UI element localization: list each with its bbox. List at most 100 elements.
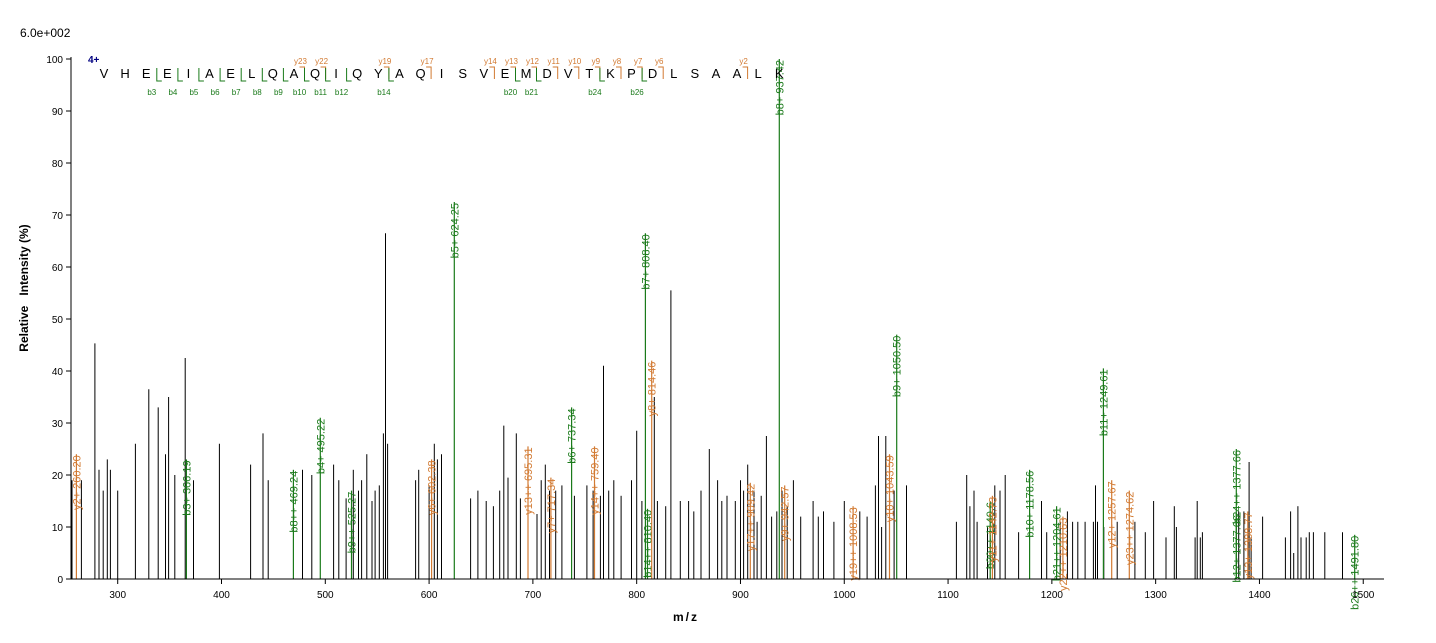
sequence-residue: E bbox=[142, 66, 151, 81]
y-tick-label: 0 bbox=[57, 575, 63, 586]
y-ion-mark bbox=[594, 66, 601, 79]
peak-label: y22++ 1210.63 bbox=[1058, 518, 1070, 591]
y-tick-label: 90 bbox=[52, 107, 64, 118]
peak-label: y19++ 1008.53 bbox=[848, 507, 860, 580]
peak-label: y23++ 1274.62 bbox=[1124, 492, 1136, 565]
peak-label: y17++ 909.42 bbox=[745, 484, 757, 551]
peak-label: b5+ 624.25 bbox=[449, 203, 461, 258]
sequence-residue: S bbox=[690, 66, 699, 81]
peak-label: y6+ 602.38 bbox=[427, 460, 439, 515]
sequence-residue: A bbox=[290, 66, 299, 81]
y-ion-label: y10 bbox=[568, 57, 581, 66]
y-tick-label: 70 bbox=[52, 211, 64, 222]
x-tick-label: 1100 bbox=[937, 590, 959, 601]
x-tick-label: 600 bbox=[421, 590, 438, 601]
x-tick-label: 1400 bbox=[1248, 590, 1271, 601]
b-ion-mark bbox=[304, 68, 310, 82]
b-ion-mark bbox=[240, 68, 247, 82]
sequence-residue: I bbox=[187, 66, 191, 81]
x-tick-label: 400 bbox=[213, 590, 230, 601]
x-tick-label: 1300 bbox=[1145, 590, 1168, 601]
y-ion-label: y19 bbox=[378, 57, 391, 66]
b-ion-mark bbox=[282, 68, 289, 82]
b-ion-mark bbox=[599, 68, 605, 82]
peak-label: b26++ 1491.80 bbox=[1350, 536, 1362, 610]
y-ion-label: y9 bbox=[592, 57, 601, 66]
sequence-residue: T bbox=[585, 66, 593, 81]
y-ion-mark bbox=[489, 66, 495, 79]
b-ion-mark bbox=[641, 68, 648, 82]
peak-label: y7+ 717.34 bbox=[546, 479, 558, 534]
peak-label: y8+ 814.46 bbox=[647, 362, 659, 417]
b-ion-mark bbox=[219, 68, 226, 82]
y-ion-mark bbox=[299, 66, 305, 79]
sequence-residue: V bbox=[479, 66, 488, 81]
y-ion-label: y6 bbox=[655, 57, 664, 66]
peak-label: b8+ 937.42 bbox=[774, 60, 786, 115]
sequence-residue: L bbox=[754, 66, 761, 81]
y-ion-label: y17 bbox=[421, 57, 434, 66]
peak-label: y12+ 1257.67 bbox=[1107, 481, 1119, 548]
sequence-residue: A bbox=[712, 66, 721, 81]
y-ion-mark bbox=[658, 66, 664, 79]
sequence-residue: I bbox=[334, 66, 338, 81]
y-ion-mark bbox=[510, 66, 516, 79]
sequence-residue: H bbox=[120, 66, 129, 81]
b-ion-label: b10 bbox=[293, 88, 307, 97]
sequence-residue: D bbox=[542, 66, 551, 81]
x-tick-label: 1000 bbox=[833, 590, 856, 601]
sequence-residue: K bbox=[606, 66, 615, 81]
b-ion-mark bbox=[198, 68, 204, 82]
y-tick-label: 30 bbox=[52, 419, 64, 430]
b-ion-label: b8 bbox=[253, 88, 262, 97]
intensity-scale-label: 6.0e+002 bbox=[20, 26, 71, 40]
y-ion-mark bbox=[616, 66, 622, 79]
x-tick-label: 900 bbox=[732, 590, 749, 601]
y-tick-label: 10 bbox=[52, 523, 64, 534]
peak-label: y10+ 1043.59 bbox=[885, 455, 897, 522]
sequence-residue: Q bbox=[415, 66, 425, 81]
y-tick-label: 60 bbox=[52, 263, 64, 274]
peak-label: y14++ 759.40 bbox=[590, 447, 602, 514]
sequence-residue: V bbox=[564, 66, 573, 81]
peak-label: b12+ 1377.66 bbox=[1231, 515, 1243, 583]
b-ion-label: b4 bbox=[168, 88, 177, 97]
x-axis-label: m/z bbox=[673, 610, 699, 624]
y-ion-label: y22 bbox=[315, 57, 328, 66]
b-ion-label: b5 bbox=[189, 88, 198, 97]
b-ion-label: b11 bbox=[314, 88, 327, 97]
y-ion-label: y23 bbox=[294, 57, 307, 66]
y-ion-mark bbox=[426, 66, 432, 79]
y-ion-mark bbox=[573, 66, 580, 79]
peak-label: b10+ 1178.56 bbox=[1025, 471, 1037, 538]
sequence-residue: I bbox=[440, 66, 444, 81]
y-ion-mark bbox=[742, 66, 749, 79]
peak-label: b8++ 469.24 bbox=[288, 471, 300, 533]
sequence-residue: K bbox=[775, 66, 784, 81]
sequence-residue: Q bbox=[352, 66, 362, 81]
sequence-residue: Q bbox=[268, 66, 278, 81]
b-ion-mark bbox=[346, 68, 352, 82]
y-ion-label: y12 bbox=[526, 57, 539, 66]
b-ion-label: b12 bbox=[335, 88, 349, 97]
y-ion-label: y2 bbox=[739, 57, 748, 66]
annotated-peaks: y2+ 260.20 b3+ 366.19 b8++ 469.24 b4+ 495.2… bbox=[71, 59, 1362, 610]
sequence-residue: A bbox=[205, 66, 214, 81]
sequence-residue: A bbox=[733, 66, 742, 81]
y-ion-label: y11 bbox=[548, 57, 561, 66]
peak-label: b4+ 495.22 bbox=[315, 419, 327, 474]
x-tick-label: 1200 bbox=[1041, 590, 1064, 601]
y-ion-label: y7 bbox=[634, 57, 643, 66]
b-ion-mark bbox=[325, 68, 331, 82]
y-ion-mark bbox=[552, 66, 559, 79]
charge-state-label: 4+ bbox=[88, 55, 100, 66]
peak-label: b24++ 1377.66 bbox=[1231, 450, 1243, 524]
y-tick-label: 50 bbox=[52, 315, 64, 326]
b-ion-label: b26 bbox=[630, 88, 644, 97]
peak-label: y11+ 1142.73 bbox=[987, 497, 999, 562]
x-tick-label: 500 bbox=[317, 590, 334, 601]
b-ion-label: b20 bbox=[504, 88, 518, 97]
sequence-residue: Y bbox=[374, 66, 383, 81]
